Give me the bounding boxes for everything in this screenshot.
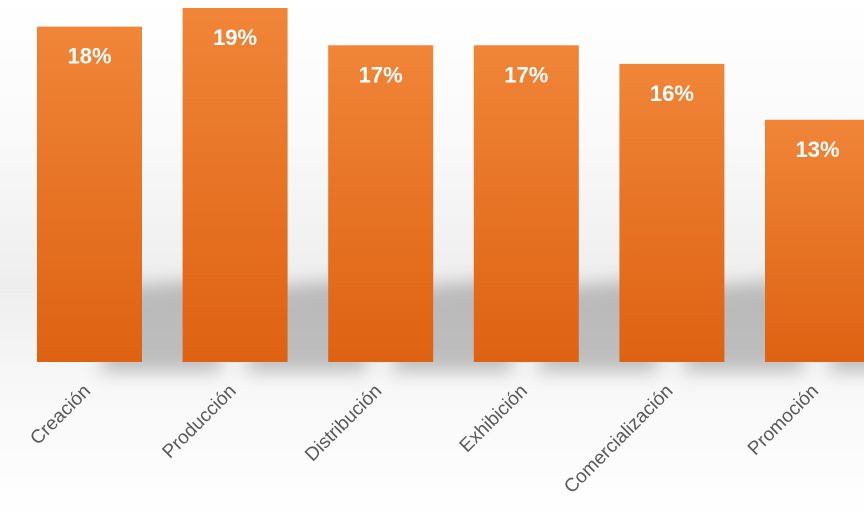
category-label: Distribución [301,381,386,466]
bar-value-label: 19% [213,25,257,50]
bar-distribución [328,45,434,363]
category-label: Exhibición [456,381,532,457]
bar-value-label: 13% [795,137,839,162]
bars-group [37,8,864,363]
bar-value-label: 16% [650,81,694,106]
bar-value-label: 18% [67,44,111,69]
value-labels-group: 18% 19% 17% 17% 16% 13% [67,25,839,162]
bar-comercialización [619,63,725,362]
bar-value-label: 17% [359,62,403,87]
category-label: Comercialización [560,381,677,498]
bar-exhibición [473,45,579,363]
category-label: Creación [26,381,95,450]
bar-creación [37,26,142,362]
category-labels-group: Creación Producción Distribución Exhibición… [26,381,823,498]
bar-promoción [765,119,864,362]
category-label: Producción [159,381,241,463]
bar-value-label: 17% [504,62,548,87]
category-label: Promoción [744,381,823,460]
bar-producción [182,8,288,362]
